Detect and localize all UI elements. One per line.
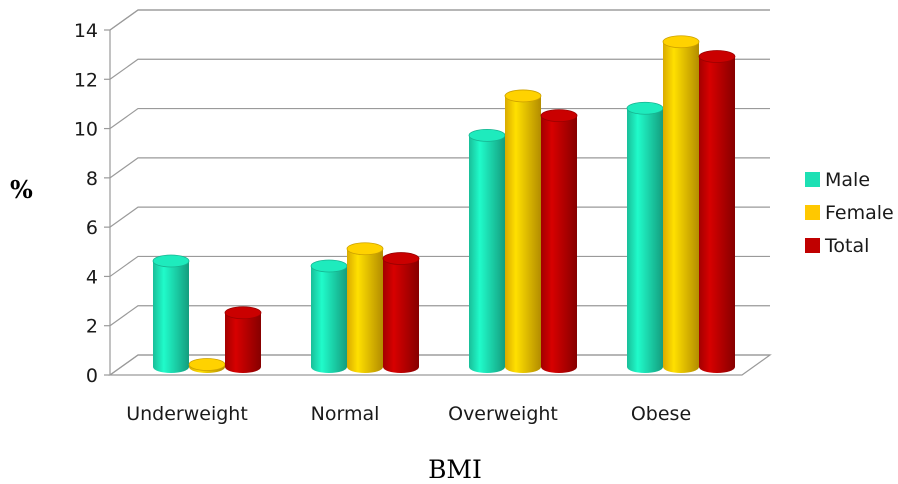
bar-top <box>662 35 700 49</box>
bars <box>152 35 736 374</box>
gridline <box>109 9 770 31</box>
legend: Male Female Total <box>805 169 894 257</box>
bar <box>626 101 664 373</box>
gridline <box>109 58 770 80</box>
bar <box>346 242 384 373</box>
bar-top <box>698 50 736 63</box>
y-tick-label: 4 <box>86 266 98 288</box>
bar-body <box>153 261 189 373</box>
legend-label: Total <box>824 235 869 257</box>
y-tick-label: 6 <box>86 217 98 239</box>
bar-top <box>346 242 384 256</box>
y-tick-label: 0 <box>86 365 98 387</box>
bar <box>504 89 542 373</box>
bar-body <box>699 56 735 373</box>
x-tick-label: Overweight <box>448 403 558 425</box>
y-tick-label: 14 <box>74 20 98 42</box>
bar-body <box>311 265 347 373</box>
x-tick-label: Underweight <box>126 403 248 425</box>
bar <box>224 306 262 373</box>
legend-swatch <box>805 238 820 253</box>
bar <box>468 128 506 373</box>
x-axis-categories: Underweight Normal Overweight Obese <box>126 403 691 425</box>
bar-body <box>541 115 577 374</box>
bar-top <box>504 89 542 103</box>
bar-top <box>382 252 420 265</box>
bar <box>188 358 226 373</box>
bar-top <box>540 109 578 123</box>
bar-top <box>626 101 664 115</box>
y-axis-ticks: 0 2 4 6 8 10 12 14 <box>74 20 110 387</box>
bar-top <box>468 128 506 142</box>
y-tick-label: 2 <box>86 316 98 338</box>
bar-body <box>505 95 541 373</box>
bar <box>540 109 578 374</box>
bar <box>382 252 420 373</box>
bar-body <box>347 248 383 373</box>
bar <box>310 259 348 373</box>
bar-body <box>469 135 505 373</box>
bar-body <box>627 108 663 373</box>
y-tick-label: 8 <box>86 168 98 190</box>
x-tick-label: Normal <box>311 403 380 425</box>
bar <box>698 50 736 373</box>
legend-label: Male <box>825 169 870 191</box>
x-tick-label: Obese <box>631 403 691 425</box>
y-tick-label: 10 <box>74 119 98 141</box>
bar-body <box>225 312 261 373</box>
bar-top <box>152 254 190 268</box>
gridline <box>109 107 770 130</box>
bar-top <box>224 306 262 320</box>
bar-top <box>188 358 226 371</box>
bar-body <box>663 41 699 373</box>
bar <box>662 35 700 373</box>
y-axis-title: % <box>10 175 33 204</box>
bar-body <box>383 258 419 373</box>
y-tick-label: 12 <box>74 69 98 91</box>
gridlines <box>109 9 770 376</box>
bar-top <box>310 259 348 273</box>
legend-label: Female <box>825 202 894 224</box>
x-axis-title: BMI <box>428 455 482 484</box>
legend-swatch <box>805 172 820 187</box>
legend-swatch <box>805 205 820 220</box>
bar <box>152 254 190 373</box>
